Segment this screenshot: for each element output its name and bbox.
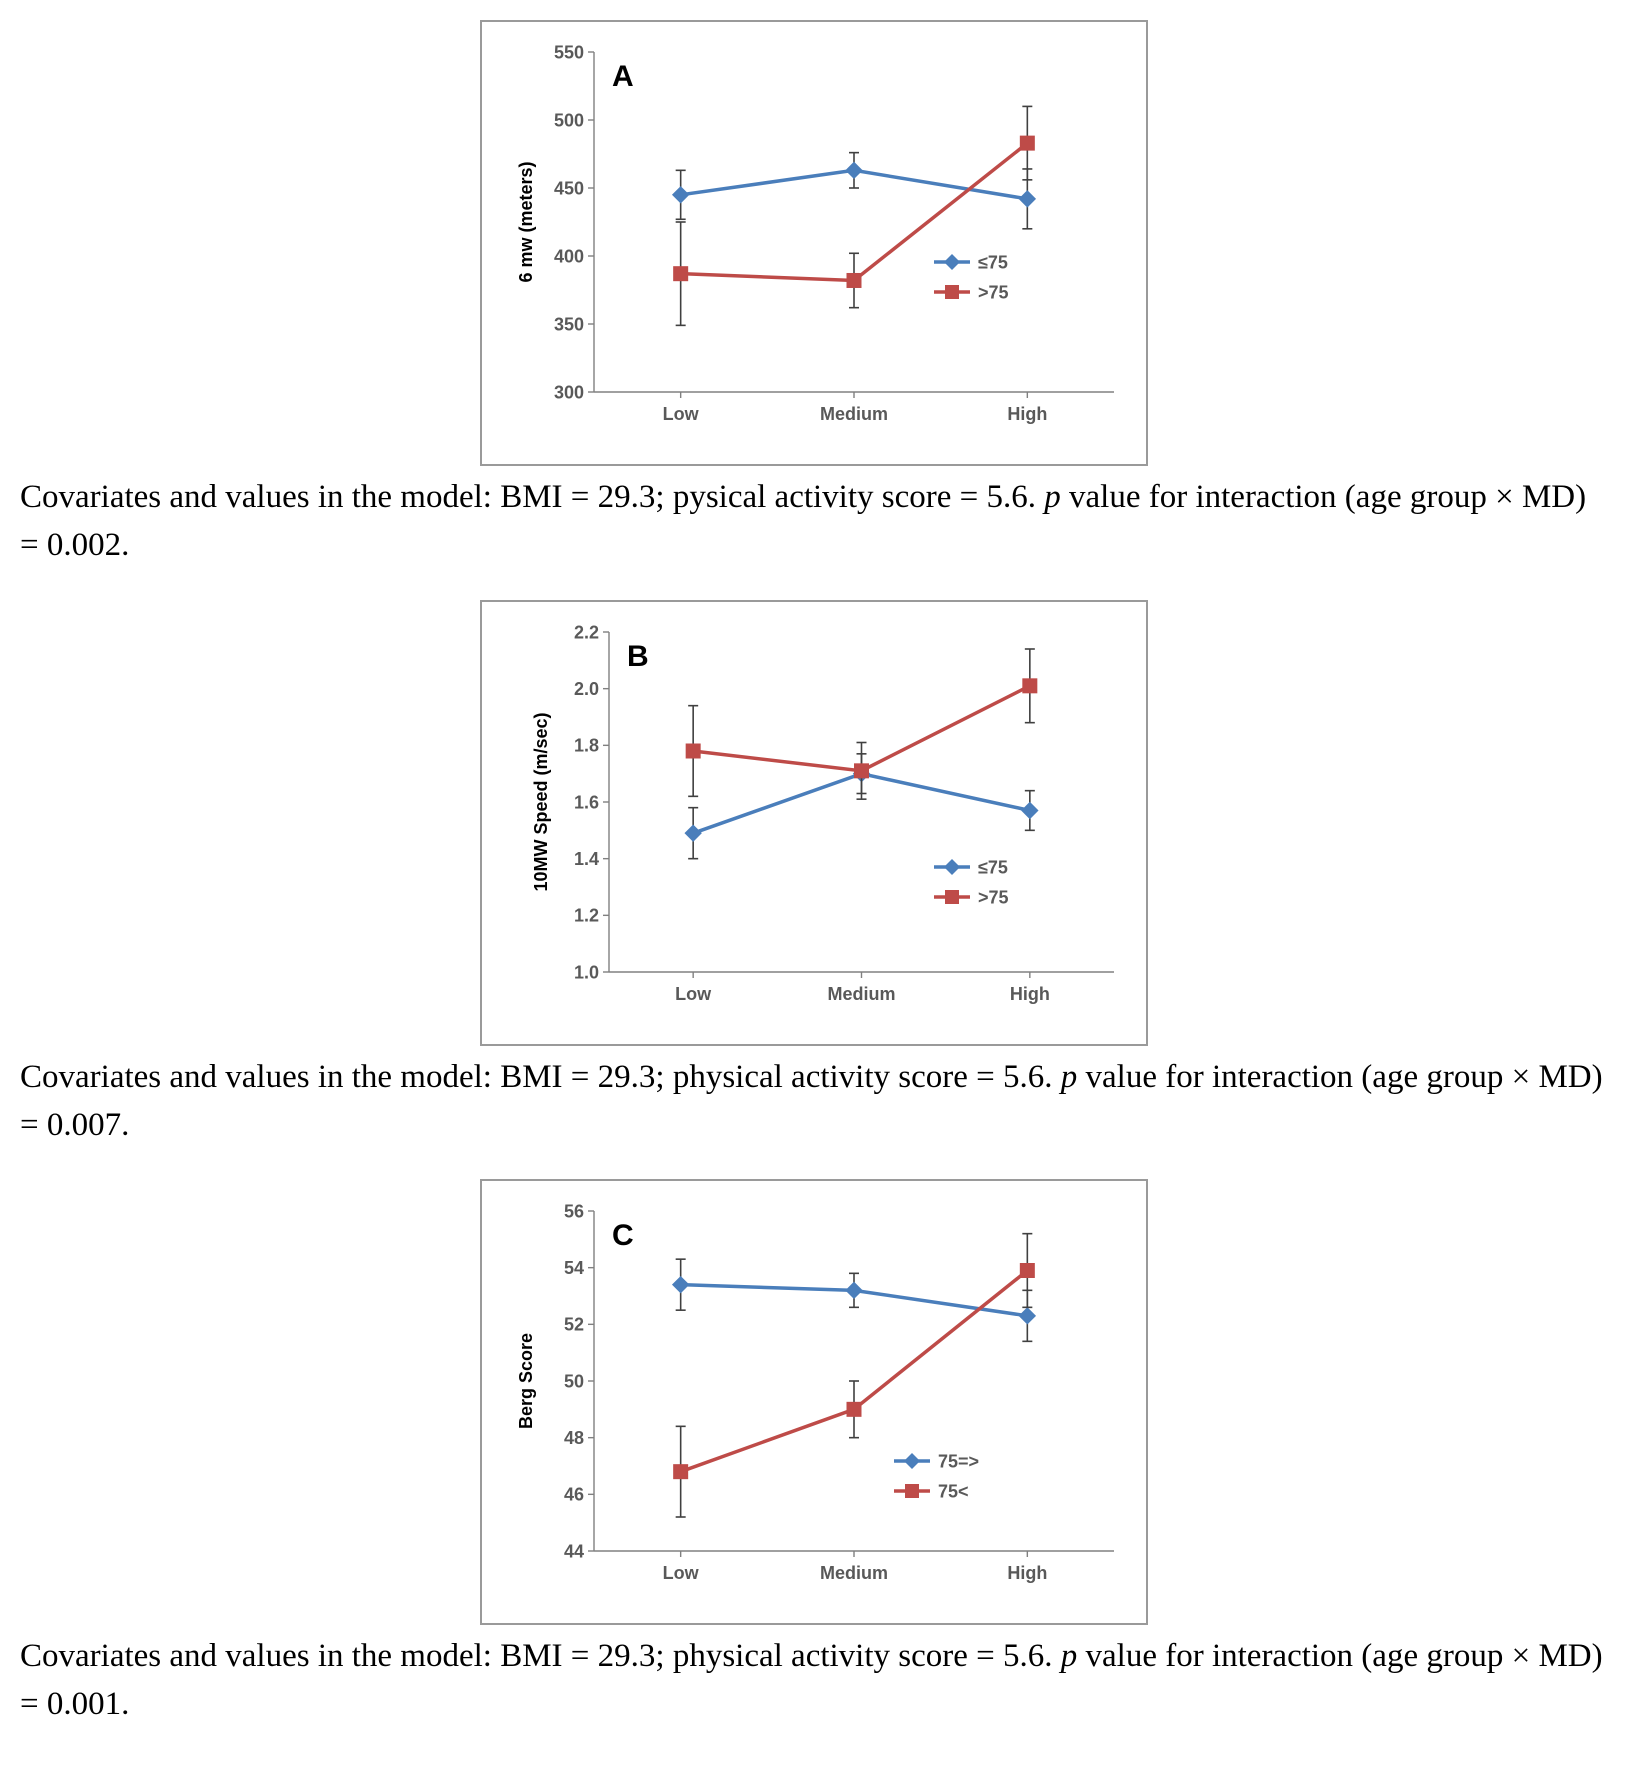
svg-text:>75: >75 bbox=[978, 887, 1009, 907]
svg-text:B: B bbox=[627, 640, 649, 673]
caption-text: Covariates and values in the model: BMI … bbox=[20, 1638, 1061, 1674]
svg-text:Berg Score: Berg Score bbox=[516, 1333, 536, 1429]
svg-text:Low: Low bbox=[675, 984, 712, 1004]
svg-text:1.0: 1.0 bbox=[574, 962, 599, 982]
svg-text:1.4: 1.4 bbox=[574, 849, 599, 869]
svg-text:44: 44 bbox=[564, 1542, 584, 1562]
svg-text:Medium: Medium bbox=[820, 404, 888, 424]
svg-text:54: 54 bbox=[564, 1258, 584, 1278]
caption-text: Covariates and values in the model: BMI … bbox=[20, 1059, 1061, 1095]
svg-text:A: A bbox=[612, 60, 634, 93]
svg-text:450: 450 bbox=[554, 178, 584, 198]
svg-text:High: High bbox=[1007, 404, 1047, 424]
svg-text:46: 46 bbox=[564, 1485, 584, 1505]
svg-text:Low: Low bbox=[663, 404, 700, 424]
svg-text:Low: Low bbox=[663, 1563, 700, 1583]
svg-text:High: High bbox=[1010, 984, 1050, 1004]
panel-a-box: 300 350 400 450 500 550 Low Medium High 6 mw (met… bbox=[480, 20, 1148, 466]
svg-text:≤75: ≤75 bbox=[978, 252, 1008, 272]
caption-text: Covariates and values in the model: BMI … bbox=[20, 479, 1044, 515]
svg-text:10MW Speed (m/sec): 10MW Speed (m/sec) bbox=[531, 712, 551, 891]
svg-text:6 mw (meters): 6 mw (meters) bbox=[516, 161, 536, 282]
svg-text:2.2: 2.2 bbox=[574, 622, 599, 642]
svg-text:1.6: 1.6 bbox=[574, 792, 599, 812]
svg-text:500: 500 bbox=[554, 110, 584, 130]
svg-text:1.2: 1.2 bbox=[574, 905, 599, 925]
figure-block: 300 350 400 450 500 550 Low Medium High 6 mw (met… bbox=[20, 20, 1608, 1729]
panel-a-chart: 300 350 400 450 500 550 Low Medium High 6 mw (met… bbox=[494, 32, 1134, 452]
svg-text:>75: >75 bbox=[978, 282, 1009, 302]
svg-text:Medium: Medium bbox=[827, 984, 895, 1004]
svg-text:56: 56 bbox=[564, 1202, 584, 1222]
svg-text:48: 48 bbox=[564, 1428, 584, 1448]
svg-text:High: High bbox=[1007, 1563, 1047, 1583]
svg-text:350: 350 bbox=[554, 314, 584, 334]
panel-b-box: 1.0 1.2 1.4 1.6 1.8 2.0 2.2 Low Medium High 10MW S… bbox=[480, 600, 1148, 1046]
panel-b-chart: 1.0 1.2 1.4 1.6 1.8 2.0 2.2 Low Medium High 10MW S… bbox=[494, 612, 1134, 1032]
panel-c-caption: Covariates and values in the model: BMI … bbox=[20, 1633, 1608, 1729]
svg-text:75<: 75< bbox=[938, 1482, 969, 1502]
panel-b-caption: Covariates and values in the model: BMI … bbox=[20, 1054, 1608, 1150]
svg-text:50: 50 bbox=[564, 1372, 584, 1392]
svg-text:300: 300 bbox=[554, 382, 584, 402]
panel-a-wrapper: 300 350 400 450 500 550 Low Medium High 6 mw (met… bbox=[20, 20, 1608, 466]
panel-b-wrapper: 1.0 1.2 1.4 1.6 1.8 2.0 2.2 Low Medium High 10MW S… bbox=[20, 600, 1608, 1046]
svg-text:75=>: 75=> bbox=[938, 1452, 979, 1472]
svg-text:1.8: 1.8 bbox=[574, 735, 599, 755]
svg-text:≤75: ≤75 bbox=[978, 857, 1008, 877]
svg-text:C: C bbox=[612, 1219, 634, 1252]
p-italic: p bbox=[1061, 1059, 1078, 1095]
panel-c-box: 44 46 48 50 52 54 56 Low Medium High Berg Score C 75… bbox=[480, 1179, 1148, 1625]
panel-a-caption: Covariates and values in the model: BMI … bbox=[20, 474, 1608, 570]
svg-text:52: 52 bbox=[564, 1315, 584, 1335]
svg-text:550: 550 bbox=[554, 42, 584, 62]
svg-text:Medium: Medium bbox=[820, 1563, 888, 1583]
svg-text:2.0: 2.0 bbox=[574, 679, 599, 699]
panel-c-chart: 44 46 48 50 52 54 56 Low Medium High Berg Score C 75… bbox=[494, 1191, 1134, 1611]
panel-c-wrapper: 44 46 48 50 52 54 56 Low Medium High Berg Score C 75… bbox=[20, 1179, 1608, 1625]
svg-text:400: 400 bbox=[554, 246, 584, 266]
p-italic: p bbox=[1061, 1638, 1078, 1674]
p-italic: p bbox=[1044, 479, 1061, 515]
